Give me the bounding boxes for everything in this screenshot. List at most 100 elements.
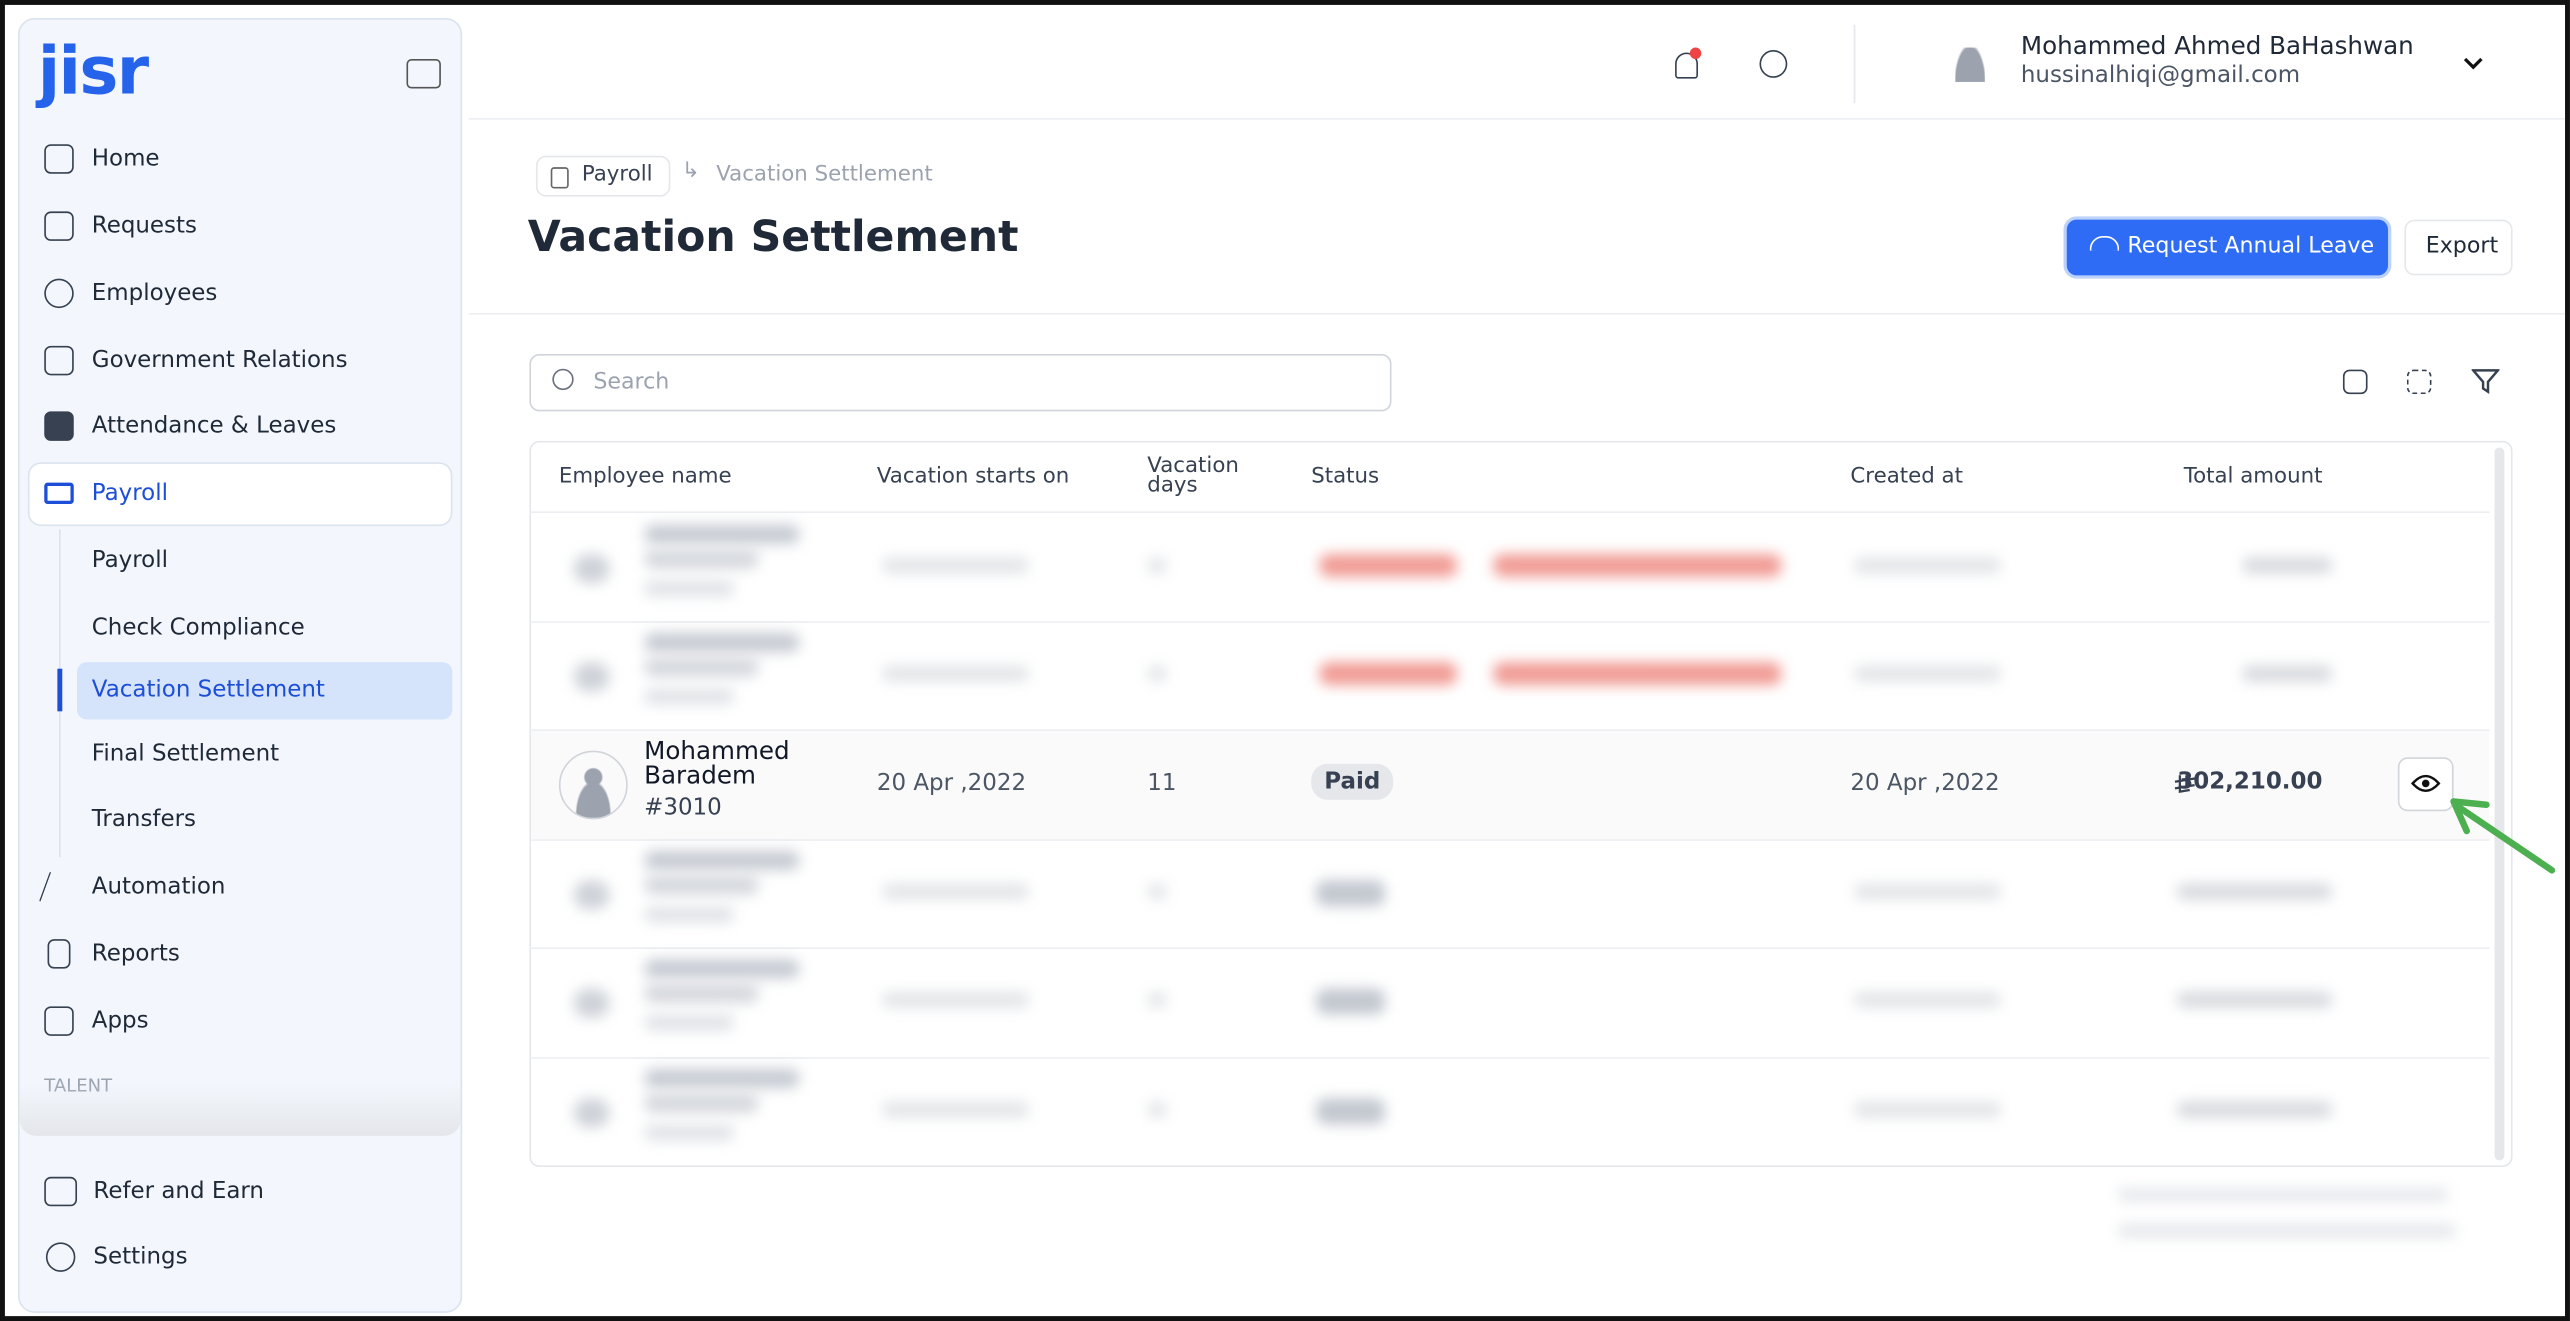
settings-icon	[45, 1242, 76, 1272]
active-group	[27, 462, 453, 527]
blurred-content	[1853, 991, 2002, 1008]
avatar	[558, 750, 628, 820]
nav-item[interactable]: Home	[91, 145, 160, 173]
blurred-content	[644, 850, 800, 871]
user-name: Mohammed Ahmed BaHashwan	[2020, 31, 2414, 61]
section-divider	[468, 313, 2566, 315]
employees-icon	[44, 278, 74, 309]
vdivider	[1853, 24, 1856, 104]
button-label[interactable]: Request Annual Leave	[2127, 232, 2375, 259]
blurred-content	[1147, 1101, 1167, 1118]
blurred-content	[881, 883, 1030, 900]
subnav-item[interactable]: Check Compliance	[91, 614, 305, 641]
nav-item[interactable]: Apps	[91, 1007, 149, 1035]
bell-icon[interactable]	[1675, 52, 1699, 79]
blurred-content	[1147, 665, 1167, 682]
employee-id: #3010	[644, 794, 722, 822]
row-divider	[529, 511, 2490, 514]
blurred-content	[1316, 988, 1385, 1015]
blurred-footer	[2119, 1224, 2456, 1238]
table	[529, 440, 2513, 1167]
blurred-content	[573, 553, 610, 584]
blurred-content	[644, 688, 735, 705]
search-box[interactable]	[529, 354, 1392, 412]
blurred-content	[881, 991, 1030, 1008]
blurred-content	[644, 657, 759, 677]
primary-button[interactable]	[2066, 219, 2389, 276]
column-header: Vacation starts on	[876, 464, 1070, 490]
nav-item[interactable]: Government Relations	[91, 347, 348, 374]
nav-item[interactable]: Refer and Earn	[93, 1178, 264, 1205]
blurred-content	[1319, 662, 1458, 686]
blurred-content	[2176, 883, 2333, 900]
blurred-content	[1147, 557, 1167, 574]
fullscreen-icon[interactable]	[2406, 369, 2432, 395]
gift-icon	[44, 1176, 78, 1207]
blurred-content	[1147, 883, 1167, 900]
payroll-icon	[44, 482, 74, 504]
nav-item[interactable]: Requests	[91, 213, 197, 240]
density-icon[interactable]	[2342, 369, 2368, 395]
blurred-content	[881, 1101, 1030, 1118]
collapse-icon[interactable]	[406, 59, 441, 89]
column-header: Status	[1311, 464, 1380, 490]
nav-item[interactable]: Payroll	[91, 480, 168, 507]
apps-icon	[44, 1006, 74, 1036]
breadcrumb-pill[interactable]	[535, 155, 671, 197]
currency-symbol	[2174, 775, 2195, 793]
notification-dot	[1689, 47, 1702, 60]
chevron[interactable]	[2462, 56, 2485, 72]
nav-item[interactable]: Employees	[91, 280, 218, 307]
export-button[interactable]	[2404, 219, 2513, 276]
reports-icon	[47, 939, 71, 969]
button-label[interactable]: Export	[2425, 232, 2499, 259]
blurred-content	[573, 662, 610, 692]
blurred-content	[644, 1124, 735, 1141]
subnav-item[interactable]: Payroll	[91, 547, 168, 574]
blurred-content	[644, 632, 800, 653]
blurred-content	[1147, 991, 1167, 1008]
attendance-icon	[44, 411, 74, 441]
subnav-item[interactable]: Transfers	[91, 806, 197, 833]
eye-icon	[2410, 774, 2441, 793]
header-divider	[468, 118, 2566, 120]
blurred-content	[644, 906, 735, 923]
home-icon	[44, 144, 74, 174]
active-bar	[57, 668, 63, 712]
breadcrumb-sep: ↳	[681, 158, 700, 184]
search-icon	[552, 368, 574, 391]
user-avatar	[1955, 47, 1985, 82]
blurred-content	[644, 549, 759, 569]
subnav-item[interactable]: Vacation Settlement	[91, 676, 325, 704]
blurred-content	[644, 524, 800, 545]
blurred-content	[644, 1068, 800, 1089]
employee-name: Mohammed Baradem	[644, 735, 790, 790]
blurred-content	[573, 880, 610, 910]
breadcrumb-icon	[550, 167, 569, 189]
breadcrumb-current: Vacation Settlement	[716, 162, 933, 187]
annotation-arrow	[2450, 798, 2556, 874]
blurred-content	[2176, 1101, 2333, 1118]
blurred-content	[2242, 557, 2333, 574]
row-divider	[529, 947, 2490, 949]
nav-item[interactable]: Attendance & Leaves	[91, 413, 337, 440]
nav-item[interactable]: Settings	[93, 1244, 188, 1271]
column-header: Employee name	[558, 464, 732, 490]
breadcrumb-item[interactable]: Payroll	[581, 162, 653, 187]
logo: jisr	[37, 34, 149, 110]
subnav-item[interactable]: Final Settlement	[91, 740, 280, 768]
help-icon[interactable]	[1759, 49, 1788, 78]
blurred-content	[644, 1014, 735, 1031]
blurred-content	[1853, 1101, 2002, 1118]
blurred-content	[1319, 553, 1458, 577]
nav-item[interactable]: Reports	[91, 940, 180, 968]
filter-icon[interactable]	[2471, 369, 2500, 395]
page-title: Vacation Settlement	[527, 213, 1019, 263]
created-at: 20 Apr ,2022	[1850, 770, 2000, 797]
blurred-content	[1316, 1098, 1385, 1125]
blurred-content	[644, 958, 800, 979]
requests-icon	[44, 211, 74, 241]
nav-item[interactable]: Automation	[91, 873, 226, 900]
